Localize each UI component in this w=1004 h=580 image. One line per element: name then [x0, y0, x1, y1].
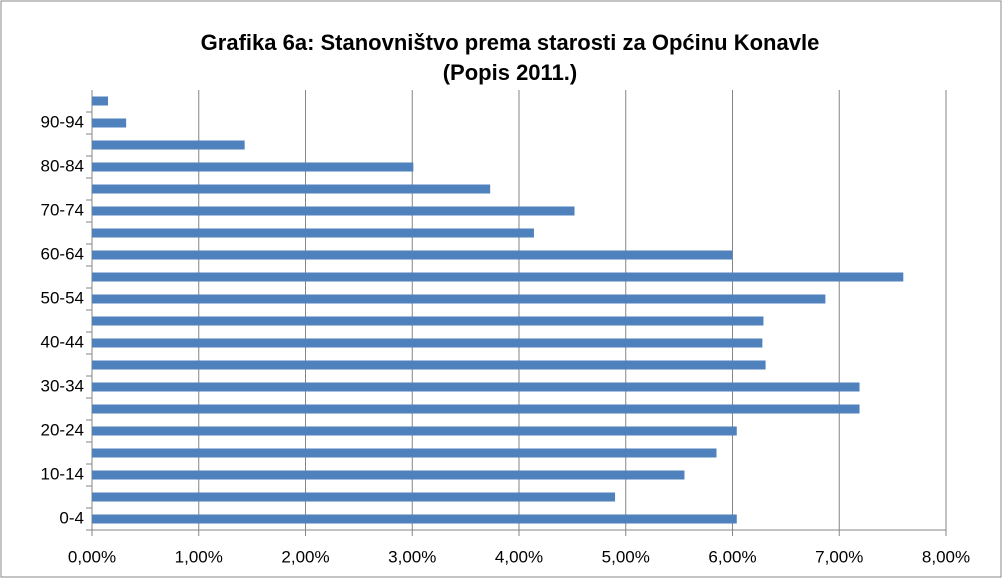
bar [92, 514, 737, 524]
bar [92, 294, 826, 304]
bar [92, 184, 491, 194]
y-tick-label: 0-4 [59, 508, 84, 527]
x-tick-label: 2,00% [281, 547, 329, 566]
x-tick-label: 0,00% [68, 547, 116, 566]
x-tick-label: 1,00% [175, 547, 223, 566]
y-tick-label: 40-44 [41, 332, 84, 351]
bar [92, 162, 414, 172]
x-tick-label: 6,00% [708, 547, 756, 566]
bar [92, 228, 534, 238]
bar [92, 140, 245, 150]
x-tick-label: 4,00% [495, 547, 543, 566]
chart-title: (Popis 2011.) [443, 60, 578, 85]
y-tick-label: 30-34 [41, 376, 84, 395]
bar [92, 470, 685, 480]
x-tick-label: 5,00% [602, 547, 650, 566]
bar [92, 404, 860, 414]
bar [92, 448, 717, 458]
y-tick-label: 70-74 [41, 200, 84, 219]
y-tick-label: 50-54 [41, 288, 84, 307]
bar [92, 492, 616, 502]
bar [92, 382, 860, 392]
y-tick-label: 60-64 [41, 244, 84, 263]
bar [92, 96, 109, 106]
bar [92, 426, 737, 436]
bar [92, 316, 764, 326]
y-tick-label: 90-94 [41, 112, 84, 131]
bar [92, 338, 763, 348]
y-tick-label: 10-14 [41, 464, 84, 483]
bar [92, 250, 733, 260]
y-tick-label: 80-84 [41, 156, 84, 175]
chart-title: Grafika 6a: Stanovništvo prema starosti … [201, 30, 820, 55]
y-tick-label: 20-24 [41, 420, 84, 439]
x-tick-label: 7,00% [815, 547, 863, 566]
x-tick-label: 8,00% [922, 547, 970, 566]
bar [92, 272, 904, 282]
bar [92, 206, 575, 216]
x-tick-label: 3,00% [388, 547, 436, 566]
bar [92, 360, 766, 370]
bar [92, 118, 127, 128]
